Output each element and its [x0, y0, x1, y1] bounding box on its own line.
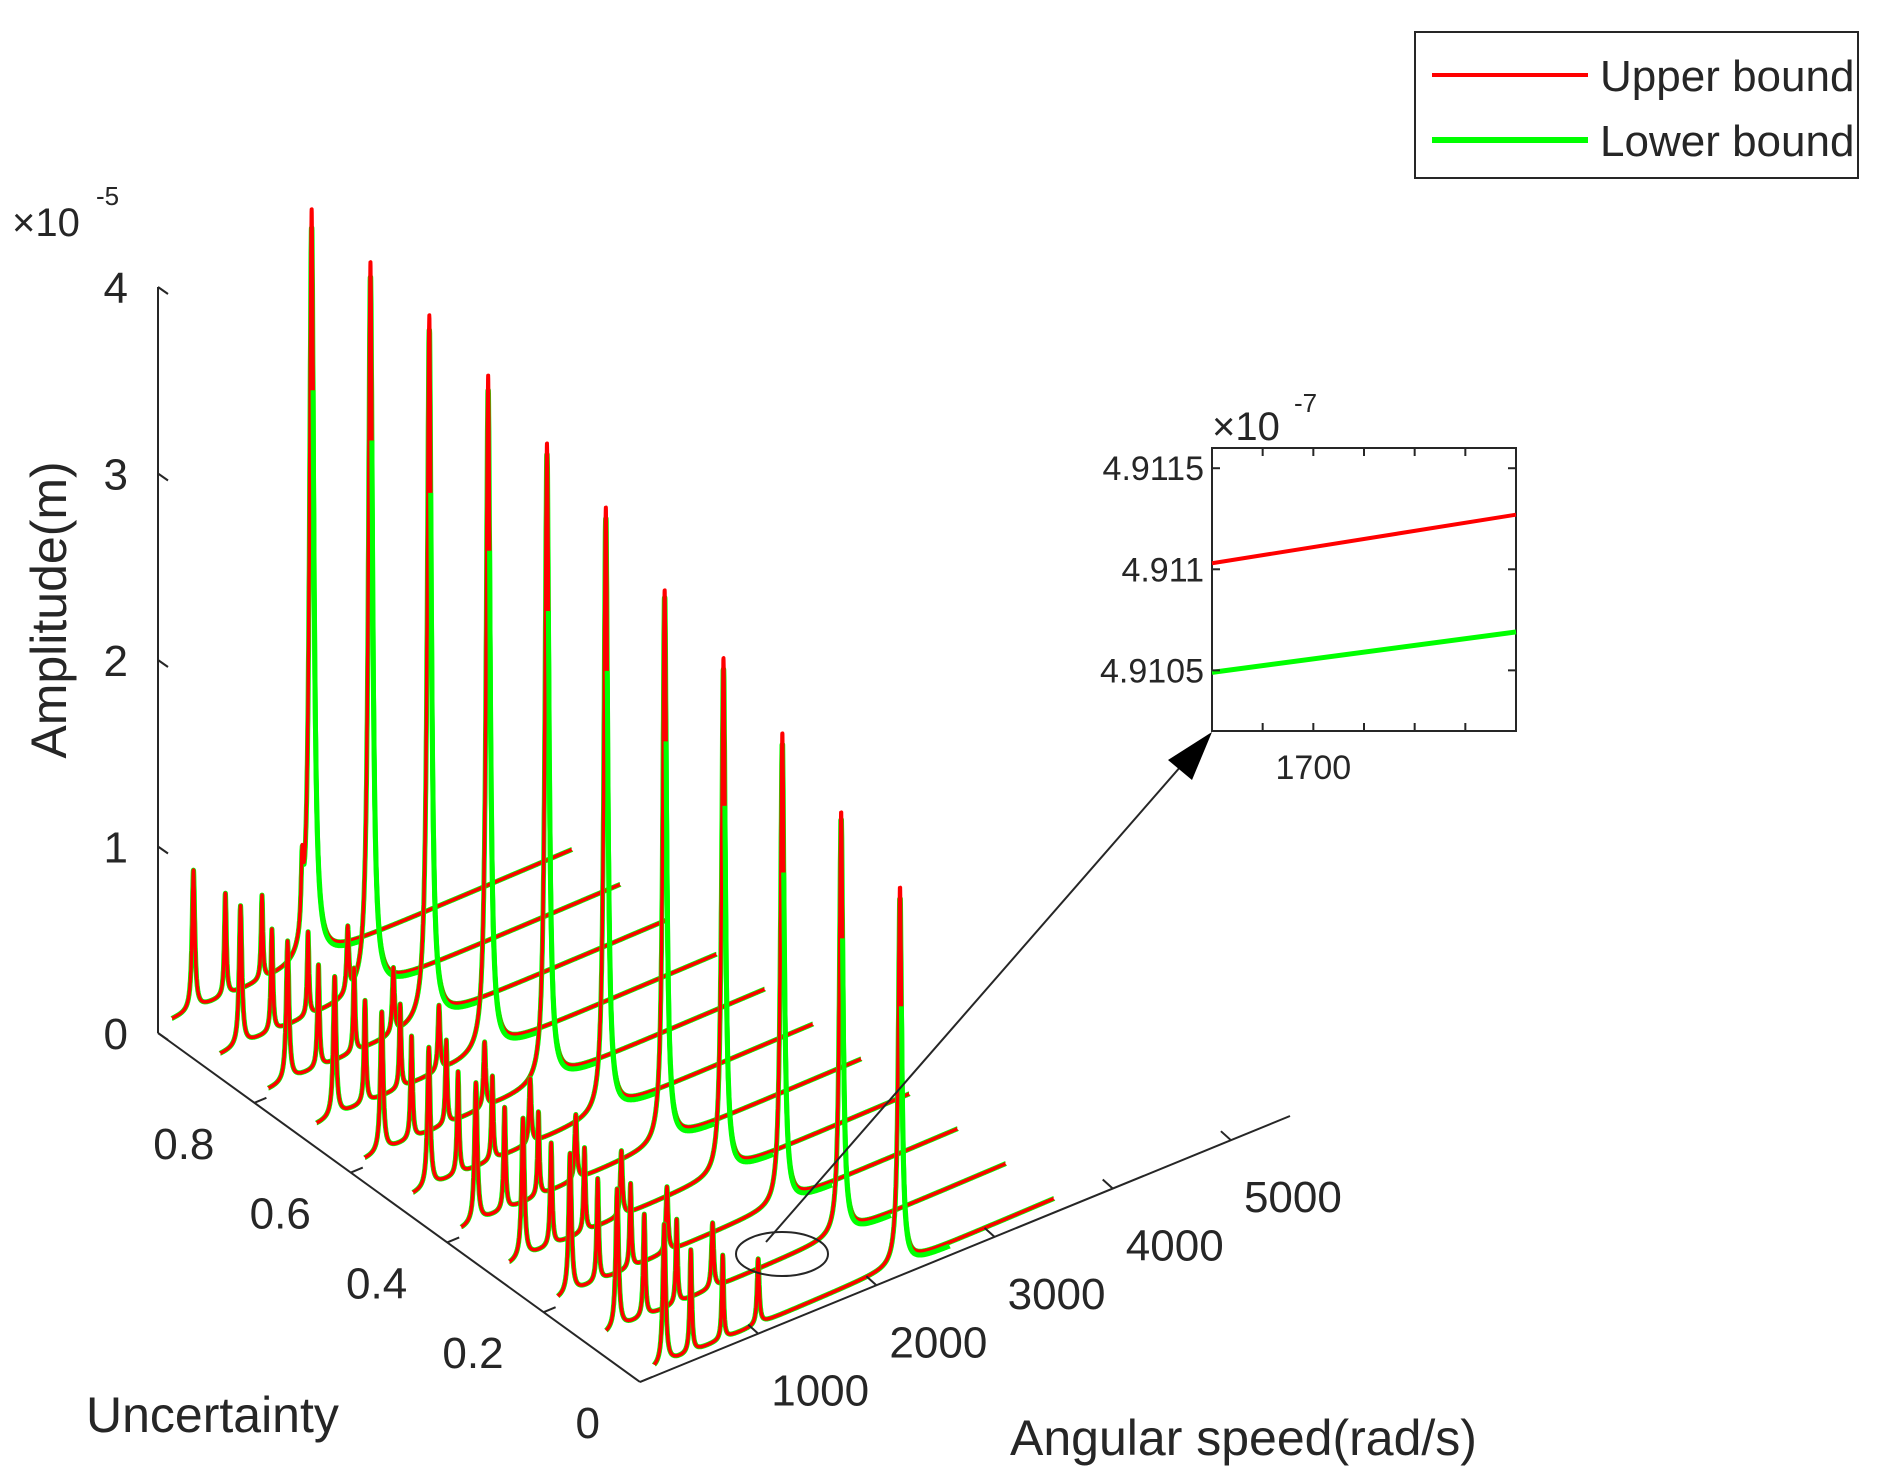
- y-axis-title: Uncertainty: [86, 1387, 339, 1443]
- legend-box: [1414, 31, 1859, 179]
- inset-y-tick-label: 4.911: [1121, 551, 1204, 589]
- lower-bound-tail-u-0.9: [369, 440, 422, 979]
- lower-bound-tail-u-0: [898, 1006, 951, 1258]
- z-tick-label: 3: [104, 451, 128, 500]
- lower-bound-tail-u-0.3: [722, 805, 775, 1165]
- curve-u-0.7: [314, 373, 719, 1126]
- upper-bound-line-u-0.2: [556, 731, 959, 1298]
- inset-y-tick-label: 4.9105: [1100, 652, 1204, 690]
- z-tick-4: [157, 286, 169, 295]
- inset-y-tick-label: 4.9115: [1103, 450, 1204, 488]
- y-tick-0: [639, 1376, 653, 1383]
- z-tick-3: [157, 472, 169, 482]
- lower-bound-tail-u-0.7: [487, 550, 539, 1041]
- lower-bound-tail-u-1: [310, 390, 363, 949]
- zoom-region-ellipse: [735, 1231, 829, 1277]
- inset-frame: [1211, 447, 1517, 732]
- y-tick-0.2: [543, 1306, 556, 1314]
- lower-bound-tail-u-0.8: [428, 492, 481, 1010]
- curve-u-0.9: [218, 260, 623, 1056]
- zoom-callout: [735, 732, 1212, 1277]
- x-tick-2000: [865, 1275, 878, 1287]
- x-tick-3000: [983, 1227, 996, 1238]
- x-tick-label: 3000: [1008, 1270, 1106, 1319]
- zoom-arrow-line: [765, 749, 1196, 1243]
- y-tick-0.4: [446, 1236, 460, 1244]
- label-layer: ×10 -5 Amplitude(m) Uncertainty Angular …: [12, 181, 1477, 1466]
- z-tick-label: 0: [104, 1010, 128, 1059]
- upper-bound-line-u-0.9: [218, 260, 622, 1055]
- x-axis-title: Angular speed(rad/s): [1010, 1410, 1477, 1466]
- curve-layer: [169, 207, 1056, 1367]
- y-tick-label: 0.2: [442, 1329, 503, 1378]
- z-tick-label: 1: [104, 824, 128, 873]
- x-tick-5000: [1220, 1130, 1232, 1141]
- y-tick-label: 0: [576, 1399, 600, 1448]
- lower-bound-tail-u-0.4: [663, 741, 716, 1134]
- upper-bound-line-u-0.1: [604, 810, 1008, 1333]
- tick-layer: 0 1 2 3 4 0 0.2 0.4 0.6 0.8 1000 2000 3000 4000 5000: [104, 264, 1342, 1448]
- z-multiplier-base: ×10: [12, 201, 80, 245]
- x-tick-label: 5000: [1244, 1173, 1342, 1222]
- y-tick-label: 0.8: [153, 1120, 214, 1169]
- lower-bound-line-u-0.7: [314, 387, 719, 1126]
- lower-bound-tail-u-0.1: [840, 938, 892, 1227]
- legend: Upper bound Lower bound: [1414, 31, 1859, 179]
- lower-bound-line-u-0.9: [218, 274, 623, 1056]
- x-tick-label: 1000: [771, 1367, 869, 1416]
- z-tick-label: 4: [104, 264, 128, 313]
- inset-plot: 4.9115 4.911 4.9105 1700 ×10 -7: [1100, 388, 1517, 787]
- legend-label-upper: Upper bound: [1600, 52, 1854, 101]
- z-tick-label: 2: [104, 637, 128, 686]
- y-tick-0.6: [350, 1166, 364, 1174]
- curve-u-0.1: [603, 810, 1008, 1333]
- z-tick-0: [157, 1032, 169, 1041]
- curve-u-0: [651, 885, 1056, 1367]
- y-tick-label: 0.6: [250, 1190, 311, 1239]
- inset-multiplier-base: ×10: [1212, 405, 1280, 449]
- x-tick-label: 2000: [889, 1318, 987, 1367]
- upper-bound-line-u-0.7: [315, 373, 718, 1125]
- zoom-arrow-head: [1168, 732, 1212, 780]
- inset-upper-line: [1211, 512, 1517, 566]
- legend-label-lower: Lower bound: [1600, 117, 1854, 166]
- y-tick-0.8: [254, 1096, 267, 1104]
- x-tick-label: 4000: [1126, 1222, 1224, 1271]
- lower-bound-tail-u-0.6: [545, 610, 598, 1072]
- z-axis-title: Amplitude(m): [21, 461, 77, 758]
- upper-bound-line-u-0: [652, 885, 1056, 1367]
- upper-bound-line-u-0.4: [459, 588, 863, 1229]
- x-tick-1000: [747, 1323, 759, 1335]
- x-tick-4000: [1102, 1178, 1114, 1190]
- x-axis-line: [639, 1115, 1291, 1383]
- y-axis-line: [157, 1032, 641, 1383]
- z-tick-2: [157, 659, 169, 668]
- inset-lower-line: [1211, 629, 1517, 675]
- curve-u-0.4: [459, 588, 864, 1230]
- y-tick-label: 0.4: [346, 1259, 407, 1308]
- z-tick-1: [157, 845, 169, 855]
- inset-multiplier-exponent: -7: [1294, 388, 1317, 418]
- inset-x-tick-label: 1700: [1276, 749, 1352, 787]
- z-multiplier-exponent: -5: [96, 181, 119, 211]
- lower-bound-tail-u-0.5: [604, 670, 657, 1103]
